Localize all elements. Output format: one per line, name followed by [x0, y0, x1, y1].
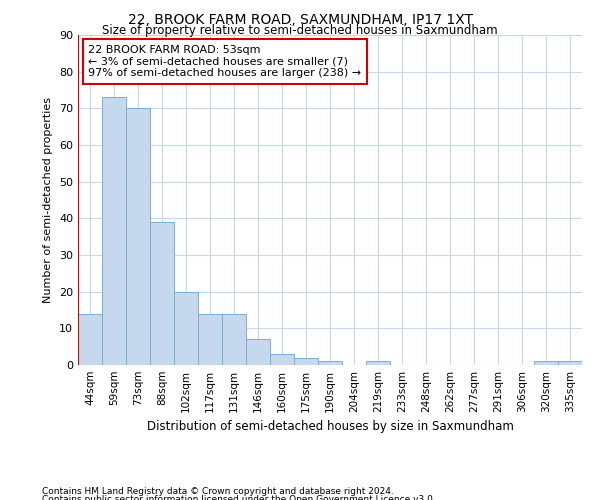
Bar — [102, 98, 126, 365]
Text: Contains public sector information licensed under the Open Government Licence v3: Contains public sector information licen… — [42, 495, 436, 500]
Text: Size of property relative to semi-detached houses in Saxmundham: Size of property relative to semi-detach… — [102, 24, 498, 37]
Bar — [174, 292, 198, 365]
Bar — [366, 362, 390, 365]
Text: 22, BROOK FARM ROAD, SAXMUNDHAM, IP17 1XT: 22, BROOK FARM ROAD, SAXMUNDHAM, IP17 1X… — [128, 12, 473, 26]
Bar — [294, 358, 318, 365]
X-axis label: Distribution of semi-detached houses by size in Saxmundham: Distribution of semi-detached houses by … — [146, 420, 514, 434]
Bar — [246, 340, 270, 365]
Text: Contains HM Land Registry data © Crown copyright and database right 2024.: Contains HM Land Registry data © Crown c… — [42, 488, 394, 496]
Y-axis label: Number of semi-detached properties: Number of semi-detached properties — [43, 97, 53, 303]
Bar — [222, 314, 246, 365]
Bar — [270, 354, 294, 365]
Bar — [150, 222, 174, 365]
Bar — [318, 362, 342, 365]
Bar — [534, 362, 558, 365]
Text: 22 BROOK FARM ROAD: 53sqm
← 3% of semi-detached houses are smaller (7)
97% of se: 22 BROOK FARM ROAD: 53sqm ← 3% of semi-d… — [88, 45, 361, 78]
Bar — [78, 314, 102, 365]
Bar — [198, 314, 222, 365]
Bar — [558, 362, 582, 365]
Bar — [126, 108, 150, 365]
